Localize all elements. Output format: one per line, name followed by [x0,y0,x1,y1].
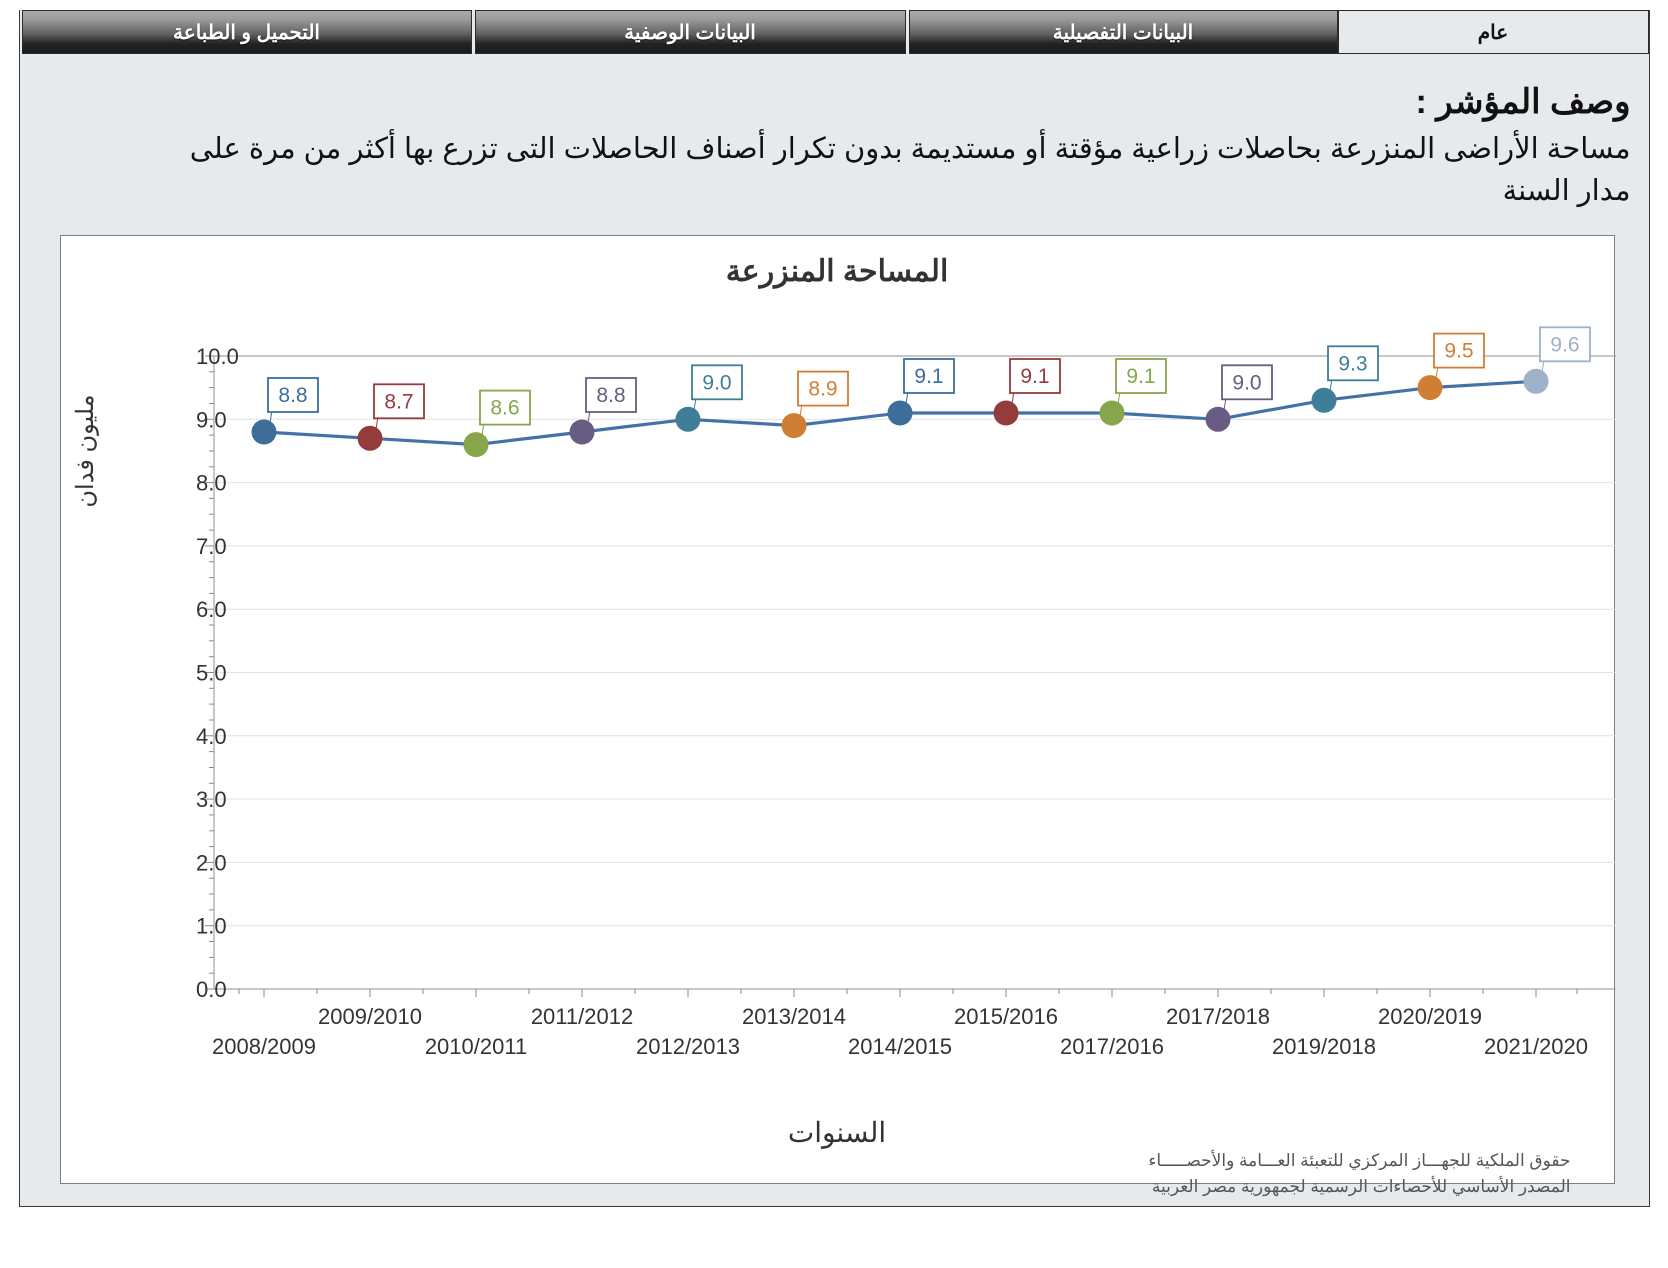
svg-text:9.0: 9.0 [702,371,731,394]
svg-text:8.9: 8.9 [808,378,837,401]
svg-text:10.0: 10.0 [196,344,239,369]
svg-text:0.0: 0.0 [196,977,227,1002]
svg-text:9.6: 9.6 [1550,333,1579,356]
svg-text:5.0: 5.0 [196,661,227,686]
svg-text:8.6: 8.6 [490,397,519,420]
svg-text:9.1: 9.1 [914,365,943,388]
svg-text:2019/2018: 2019/2018 [1272,1034,1376,1059]
svg-text:1.0: 1.0 [196,914,227,939]
svg-text:2017/2018: 2017/2018 [1166,1004,1270,1029]
svg-text:2012/2013: 2012/2013 [636,1034,740,1059]
svg-text:2010/2011: 2010/2011 [424,1034,526,1059]
svg-text:7.0: 7.0 [196,534,227,559]
svg-text:2020/2019: 2020/2019 [1378,1004,1482,1029]
svg-text:2008/2009: 2008/2009 [212,1034,316,1059]
svg-text:2009/2010: 2009/2010 [318,1004,422,1029]
svg-text:9.3: 9.3 [1338,352,1367,375]
svg-text:9.0: 9.0 [196,407,227,432]
svg-text:2021/2020: 2021/2020 [1484,1034,1588,1059]
svg-text:2017/2016: 2017/2016 [1060,1034,1164,1059]
svg-text:2015/2016: 2015/2016 [954,1004,1058,1029]
svg-text:3.0: 3.0 [196,787,227,812]
svg-text:9.1: 9.1 [1020,365,1049,388]
svg-text:2014/2015: 2014/2015 [848,1034,952,1059]
svg-text:9.0: 9.0 [1232,371,1261,394]
svg-text:8.8: 8.8 [596,384,625,407]
svg-text:8.8: 8.8 [278,384,307,407]
svg-text:2013/2014: 2013/2014 [742,1004,846,1029]
svg-text:8.7: 8.7 [384,390,413,413]
svg-text:8.0: 8.0 [196,471,227,496]
svg-text:2.0: 2.0 [196,850,227,875]
svg-text:4.0: 4.0 [196,724,227,749]
svg-text:9.1: 9.1 [1126,365,1155,388]
svg-text:2011/2012: 2011/2012 [530,1004,632,1029]
svg-text:6.0: 6.0 [196,597,227,622]
svg-text:9.5: 9.5 [1444,340,1473,363]
